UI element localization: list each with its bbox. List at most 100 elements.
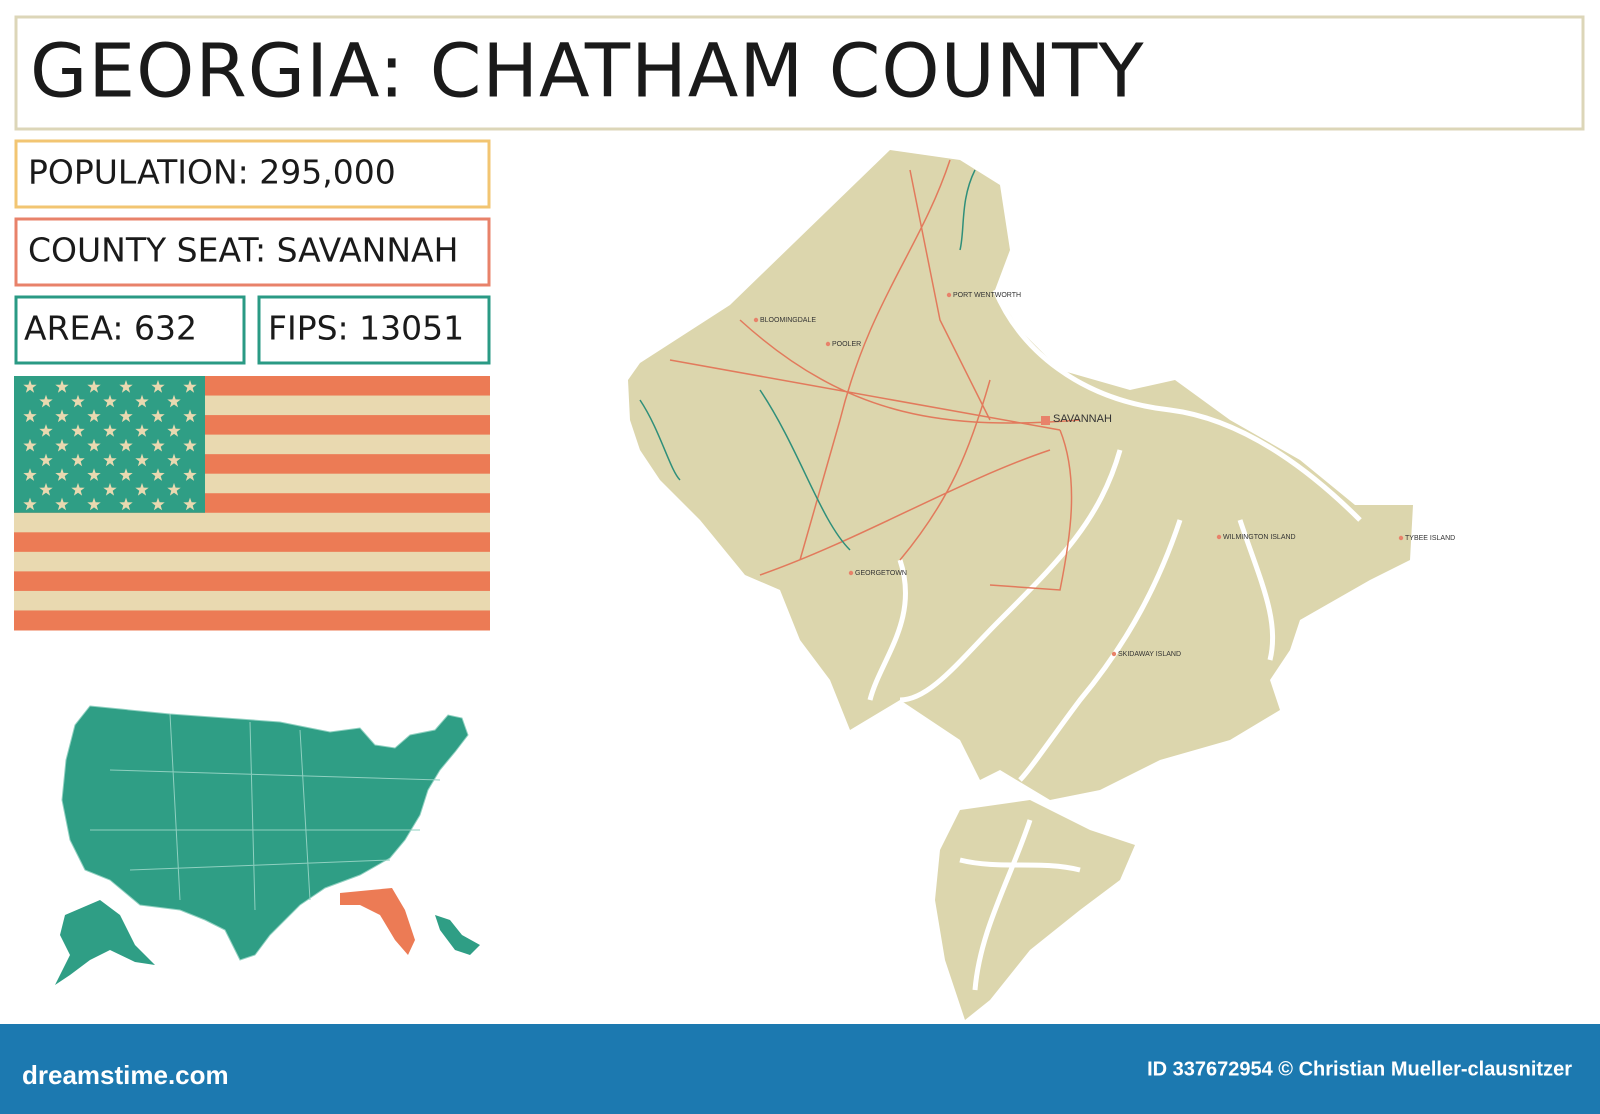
flag-star (183, 438, 197, 452)
population-box (14, 139, 491, 209)
flag-star (135, 453, 149, 467)
flag-star (119, 497, 133, 511)
population: POPULATION: 295,000 (28, 153, 396, 192)
flag-star (87, 438, 101, 452)
flag-star (103, 453, 117, 467)
flag-star (55, 468, 69, 481)
flag-star (87, 409, 101, 423)
flag-star (71, 482, 85, 496)
place-dot (946, 292, 952, 298)
flag-star (87, 380, 101, 393)
county-map: BLOOMINGDALE POOLER PORT WENTWORTH SAVANNAH… (628, 150, 1455, 1020)
flag-star (183, 380, 197, 393)
area-box (14, 295, 246, 365)
rivers (867, 289, 1362, 991)
place-dot (1111, 651, 1117, 657)
flag-star (55, 497, 69, 511)
flag-star (55, 409, 69, 423)
flag-star (39, 424, 53, 437)
flag-star (39, 394, 53, 408)
flag-stripe (14, 551, 490, 572)
place-label: TYBEE ISLAND (1405, 535, 1455, 542)
flag-stripe (14, 512, 490, 533)
title-box (14, 15, 1585, 131)
flag-star (167, 482, 181, 496)
flag-stripe (14, 590, 490, 611)
county-seat-box (14, 217, 491, 287)
hawaii (435, 915, 480, 955)
county-island (935, 800, 1135, 1020)
fips: FIPS: 13051 (268, 309, 464, 348)
title: GEORGIA: CHATHAM COUNTY (30, 29, 1145, 115)
footer-brand: dreamstime.com (22, 1060, 229, 1090)
footer-credit: ID 337672954 © Christian Mueller-clausni… (1147, 1058, 1572, 1080)
area: AREA: 632 (24, 309, 197, 348)
place-dot (848, 570, 854, 576)
flag-star (119, 468, 133, 481)
flag-star (151, 380, 165, 393)
flag-star (119, 409, 133, 423)
flag-star (87, 468, 101, 481)
flag-stripe (14, 532, 490, 553)
flag-stripe (14, 571, 490, 592)
flag-star (151, 497, 165, 511)
flag-star (119, 380, 133, 393)
us-map (55, 705, 480, 985)
flag-star (119, 438, 133, 452)
place-label: SAVANNAH (1053, 413, 1112, 425)
flag-star (87, 497, 101, 511)
flag (14, 376, 490, 631)
us-mainland (61, 705, 469, 961)
flag-star (71, 394, 85, 408)
flag-star (55, 438, 69, 452)
streams (639, 169, 976, 551)
flag-star (71, 424, 85, 437)
flag-star (23, 497, 37, 511)
place-dot (825, 341, 831, 347)
flag-star (183, 409, 197, 423)
flag-star (167, 394, 181, 408)
county-mainland (628, 150, 1413, 800)
flag-star (167, 453, 181, 467)
place-label: WILMINGTON ISLAND (1223, 534, 1296, 541)
place-label: POOLER (832, 341, 861, 348)
flag-star (71, 453, 85, 467)
place-dot (1398, 535, 1404, 541)
flag-star (39, 453, 53, 467)
flag-star (23, 468, 37, 481)
flag-star (23, 438, 37, 452)
flag-star (135, 482, 149, 496)
flag-star (151, 409, 165, 423)
places: BLOOMINGDALE POOLER PORT WENTWORTH SAVANNAH… (753, 292, 1455, 658)
fips-box (257, 295, 491, 365)
flag-star (23, 380, 37, 393)
place-dot (753, 317, 759, 323)
place-label: SKIDAWAY ISLAND (1118, 651, 1181, 658)
flag-star (55, 380, 69, 393)
flag-star (183, 468, 197, 481)
flag-stripe (14, 610, 490, 631)
flag-star (39, 482, 53, 496)
place-dot (1216, 534, 1222, 540)
alaska (55, 900, 155, 985)
savannah-marker (1041, 416, 1050, 425)
flag-star (167, 424, 181, 437)
county-seat: COUNTY SEAT: SAVANNAH (28, 231, 458, 270)
place-label: GEORGETOWN (855, 570, 907, 577)
place-label: BLOOMINGDALE (760, 317, 816, 324)
place-label: PORT WENTWORTH (953, 292, 1021, 299)
flag-star (151, 438, 165, 452)
roads (669, 159, 1081, 591)
flag-star (103, 482, 117, 496)
flag-star (103, 424, 117, 437)
flag-star (103, 394, 117, 408)
flag-star (135, 424, 149, 437)
footer-bar (0, 1024, 1600, 1114)
flag-star (135, 394, 149, 408)
state-borders (90, 713, 441, 911)
flag-star (23, 409, 37, 423)
flag-star (151, 468, 165, 481)
florida (340, 888, 415, 955)
flag-star (183, 497, 197, 511)
